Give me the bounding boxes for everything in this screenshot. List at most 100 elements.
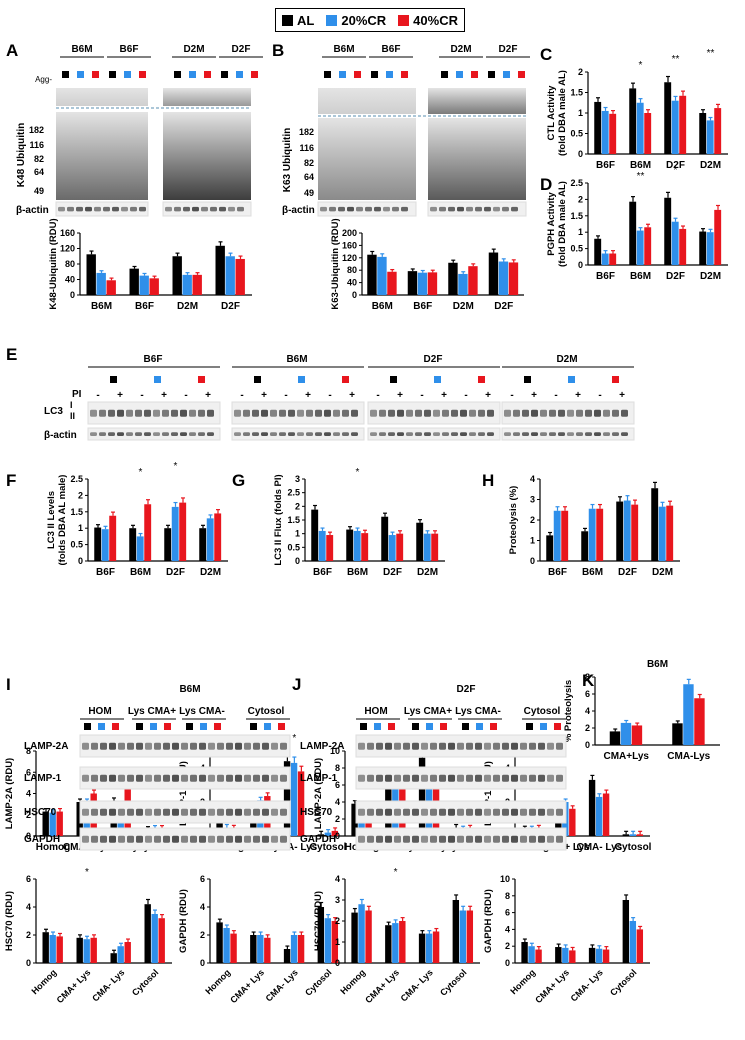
- blot-band: [513, 432, 520, 437]
- pi-sign: -: [328, 390, 331, 401]
- blot-band: [424, 432, 431, 437]
- blot-band: [253, 835, 260, 843]
- bar: [86, 254, 96, 295]
- mw-marker: 82: [304, 158, 314, 168]
- pi-sign: +: [117, 390, 123, 401]
- y-axis-label: (folds DBA AL male): [57, 475, 68, 566]
- blot-band: [549, 432, 556, 437]
- bar: [407, 271, 418, 295]
- blot-band: [136, 774, 143, 782]
- blot-band: [433, 432, 440, 437]
- loading-label: β-actin: [44, 430, 77, 441]
- mw-marker: 182: [29, 125, 44, 135]
- blot-band: [252, 409, 259, 417]
- blot-band: [208, 774, 215, 782]
- blot-band: [403, 808, 410, 816]
- y-tick-label: 1: [578, 108, 583, 118]
- x-tick-label: CMA+ Lys: [363, 967, 401, 1005]
- y-tick-label: 4: [335, 797, 340, 807]
- bar: [392, 923, 399, 963]
- x-tick-label: B6F: [413, 301, 432, 312]
- significance-mark: *: [174, 461, 178, 472]
- blot-band: [358, 742, 365, 750]
- chart-d: 0 0.5 1 1.5 2 2.5 PGPH Activity (fold DBA male …: [546, 165, 728, 282]
- blot-band: [108, 409, 115, 417]
- blot-band: [439, 206, 446, 212]
- y-axis-label: LC3 II Flux (folds PI): [273, 474, 284, 565]
- blot-band: [439, 808, 446, 816]
- bar: [562, 947, 569, 963]
- blot-band: [199, 835, 206, 843]
- blot-band: [112, 206, 119, 212]
- blot-band: [288, 432, 295, 437]
- condition-swatch: [62, 71, 69, 78]
- blot-band: [210, 206, 217, 212]
- blot-band: [261, 432, 268, 437]
- bar: [423, 533, 431, 561]
- blot-band: [103, 206, 110, 212]
- protein-label: LAMP-2A: [24, 741, 68, 752]
- blot-band: [217, 808, 224, 816]
- blot-band: [540, 432, 547, 437]
- y-tick-label: 2: [578, 194, 583, 204]
- blot-band: [460, 409, 467, 417]
- bar: [631, 504, 639, 561]
- bar: [326, 535, 334, 561]
- blot-band: [99, 432, 106, 437]
- blot-band: [379, 409, 386, 417]
- bar: [672, 723, 683, 745]
- blot-band: [154, 808, 161, 816]
- bar: [199, 528, 207, 561]
- condition-swatch: [324, 71, 331, 78]
- blot-band: [430, 808, 437, 816]
- blot-band: [469, 409, 476, 417]
- blot-band: [394, 835, 401, 843]
- blot-band: [320, 206, 327, 212]
- blot-band: [82, 808, 89, 816]
- condition-swatch: [342, 376, 349, 383]
- bar: [459, 910, 467, 963]
- fraction-label: Cytosol: [248, 706, 285, 717]
- condition-swatch: [441, 71, 448, 78]
- blot-image: [163, 88, 251, 106]
- blot-band: [199, 774, 206, 782]
- blot-band: [585, 409, 592, 417]
- condition-swatch: [390, 376, 397, 383]
- blot-band: [603, 432, 610, 437]
- bar: [596, 508, 604, 561]
- y-tick-label: 1: [530, 536, 535, 546]
- blot-band: [130, 206, 137, 212]
- y-tick-label: 6: [335, 780, 340, 790]
- condition-swatch: [124, 71, 131, 78]
- x-tick-label: D2F: [618, 567, 637, 578]
- blot-band: [448, 835, 455, 843]
- condition-swatch: [339, 71, 346, 78]
- bar: [555, 947, 562, 963]
- group-label: D2F: [232, 44, 251, 55]
- blot-band: [189, 432, 196, 437]
- y-tick-label: 0: [578, 149, 583, 159]
- y-tick-label: 2.5: [287, 488, 300, 498]
- y-tick-label: 2: [295, 501, 300, 511]
- condition-swatch: [540, 723, 547, 730]
- band-label: LC3: [44, 406, 63, 417]
- bar: [149, 278, 159, 295]
- protein-label: LAMP-2A: [300, 741, 344, 752]
- blot-band: [333, 432, 340, 437]
- blot-band: [333, 409, 340, 417]
- blot-band: [118, 808, 125, 816]
- bar: [214, 513, 222, 561]
- y-tick-label: 1: [578, 227, 583, 237]
- blot-ylabel: K63 Ubiquitin: [282, 128, 293, 192]
- blot-band: [208, 835, 215, 843]
- blot-band: [421, 835, 428, 843]
- blot-band: [397, 432, 404, 437]
- chart-f: 0 0.5 1 1.5 2 2.5 LC3 II Levels (folds DBA AL m…: [46, 461, 228, 578]
- blot-band: [162, 409, 169, 417]
- blot-band: [109, 835, 116, 843]
- blot-band: [90, 432, 97, 437]
- protein-label: GAPDH: [24, 834, 60, 845]
- bar: [101, 529, 109, 561]
- blot-band: [558, 432, 565, 437]
- bar: [609, 731, 621, 745]
